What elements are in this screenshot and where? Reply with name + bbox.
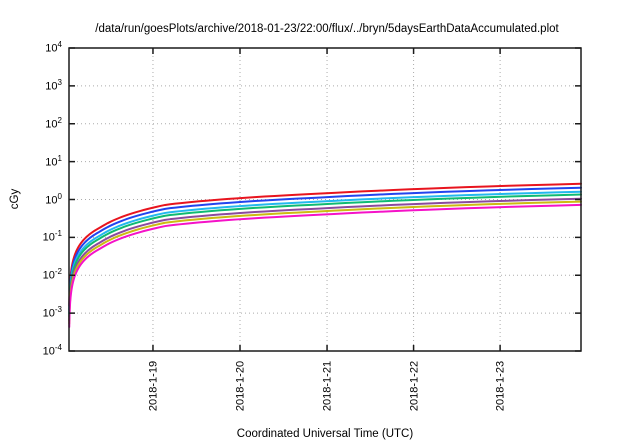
x-tick-label: 2018-1-19 [147, 360, 160, 412]
blue-line [68, 186, 582, 311]
y-tick-label: 100 [45, 191, 62, 207]
x-tick-label: 2018-1-21 [321, 360, 334, 412]
magenta-line [68, 203, 582, 328]
x-tick-label: 2018-1-22 [408, 360, 421, 412]
plot-title: /data/run/goesPlots/archive/2018-01-23/2… [95, 23, 559, 35]
y-tick-label: 101 [45, 153, 62, 169]
axis-ticks [69, 47, 581, 352]
y-tick-label: 10-3 [42, 305, 62, 320]
y-tick-label: 104 [45, 40, 62, 55]
x-axis-title: Coordinated Universal Time (UTC) [236, 428, 414, 440]
y-axis-title: cGy [9, 188, 21, 210]
y-tick-label: 102 [45, 115, 62, 131]
plot-frame [68, 47, 582, 352]
grid-lines [69, 48, 581, 351]
y-tick-label: 103 [45, 77, 62, 93]
data-curves [68, 182, 582, 328]
y-tick-label: 10-2 [42, 267, 62, 282]
y-tick-label: 10-1 [42, 229, 62, 245]
y-tick-label: 10-4 [42, 343, 62, 358]
x-tick-label: 2018-1-20 [234, 360, 247, 412]
x-tick-label: 2018-1-23 [494, 360, 507, 412]
